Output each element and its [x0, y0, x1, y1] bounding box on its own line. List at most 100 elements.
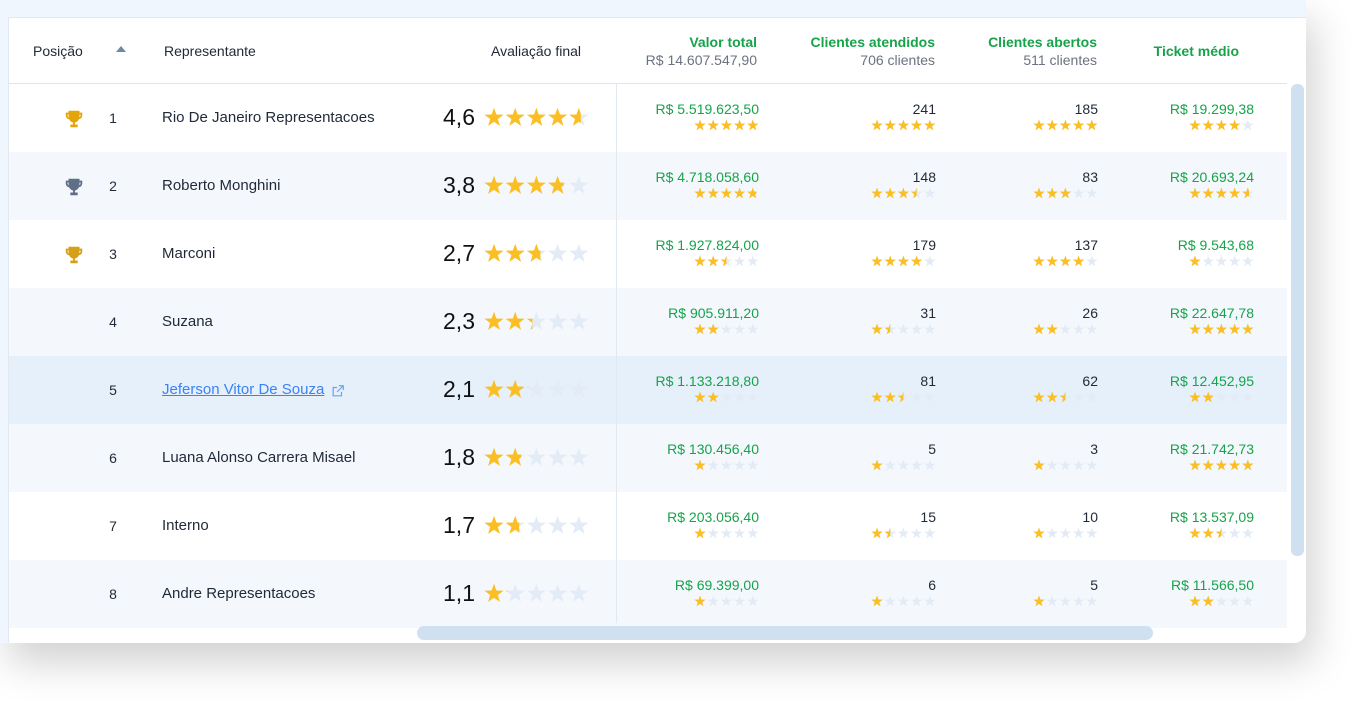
clientes-abertos-cell-stars [1033, 187, 1098, 199]
col-valor-total[interactable]: Valor total R$ 14.607.547,90 [646, 34, 757, 68]
ticket-medio-cell: R$ 19.299,38 [1170, 101, 1254, 131]
star-filled-icon [484, 583, 504, 602]
clientes-abertos-cell-stars [1033, 595, 1098, 607]
table-row[interactable]: 2 Roberto Monghini 3,8 R$ 4.718.058,60 148 83… [9, 152, 1287, 220]
external-link-icon[interactable] [331, 384, 345, 398]
star-rating [871, 391, 936, 403]
star-empty-icon [569, 447, 589, 466]
star-filled-icon [1229, 119, 1241, 131]
ticket-medio-cell: R$ 9.543,68 [1178, 237, 1254, 267]
star-filled-icon [884, 255, 897, 267]
star-filled-icon [1033, 595, 1045, 607]
star-rating [484, 107, 589, 126]
star-rating [1033, 255, 1098, 267]
star-filled-icon [720, 119, 733, 131]
star-empty-icon [747, 527, 759, 539]
clientes-atendidos-cell-stars [871, 459, 936, 471]
star-filled-icon [1242, 459, 1254, 471]
valor-total-cell: R$ 130.456,40 [667, 441, 759, 471]
star-filled-icon [871, 459, 883, 471]
representative-name: Interno [162, 517, 209, 534]
table-row[interactable]: 6 Luana Alonso Carrera Misael 1,8 R$ 130.45… [9, 424, 1287, 492]
valor-total-cell-stars [655, 119, 759, 131]
representative-link[interactable]: Jeferson Vitor De Souza [162, 381, 325, 398]
star-filled-icon [884, 323, 891, 335]
star-empty-icon [924, 595, 936, 607]
table-row[interactable]: 8 Andre Representacoes 1,1 R$ 69.399,00 6 5 R$… [9, 560, 1287, 628]
star-filled-icon [1215, 323, 1228, 335]
clientes-atendidos-cell-value: 148 [912, 169, 936, 185]
clientes-atendidos-cell-value: 15 [920, 509, 936, 525]
star-filled-icon [1059, 119, 1072, 131]
col-posicao[interactable]: Posição [33, 43, 83, 59]
horizontal-scrollbar[interactable] [417, 626, 1153, 640]
valor-total-cell: R$ 5.519.623,50 [655, 101, 759, 131]
star-rating [484, 311, 589, 330]
table-row[interactable]: 1 Rio De Janeiro Representacoes 4,6 R$ 5.51… [9, 84, 1287, 152]
star-filled-icon [526, 318, 533, 330]
star-rating [871, 459, 936, 471]
star-empty-icon [526, 311, 546, 330]
star-rating [1189, 459, 1254, 471]
valor-total-cell-value: R$ 1.927.824,00 [655, 237, 759, 253]
col-avaliacao[interactable]: Avaliação final [491, 43, 582, 59]
star-empty-icon [747, 391, 759, 403]
clientes-atendidos-cell-value: 241 [912, 101, 936, 117]
star-filled-icon [1189, 391, 1201, 403]
star-empty-icon [911, 459, 923, 471]
star-filled-icon [1242, 323, 1254, 335]
ticket-medio-cell-stars [1170, 391, 1254, 403]
star-filled-icon [1033, 255, 1045, 267]
star-empty-icon [707, 595, 720, 607]
star-filled-icon [871, 391, 883, 403]
table-row[interactable]: 5 Jeferson Vitor De Souza 2,1 R$ 1.133.218,… [9, 356, 1287, 424]
table-row[interactable]: 4 Suzana 2,3 R$ 905.911,20 31 26 R$ 22.647,78 [9, 288, 1287, 356]
star-filled-icon [1046, 391, 1059, 403]
star-empty-icon [747, 323, 759, 335]
star-empty-icon [1215, 255, 1228, 267]
clientes-abertos-cell-stars [1033, 323, 1098, 335]
col-representante[interactable]: Representante [164, 43, 256, 59]
star-filled-icon [871, 255, 883, 267]
star-empty-icon [1242, 391, 1254, 403]
star-filled-icon [1033, 527, 1045, 539]
valor-total-cell-value: R$ 130.456,40 [667, 441, 759, 457]
ticket-medio-cell-value: R$ 22.647,78 [1169, 305, 1254, 321]
table-body: 1 Rio De Janeiro Representacoes 4,6 R$ 5.51… [9, 84, 1287, 628]
representative-name: Roberto Monghini [162, 177, 281, 194]
final-score: 1,8 [443, 444, 475, 470]
representative-name: Rio De Janeiro Representacoes [162, 109, 375, 126]
col-clientes-abertos[interactable]: Clientes abertos 511 clientes [988, 34, 1097, 68]
final-rating-stars [484, 243, 589, 268]
ticket-medio-cell-stars [1178, 255, 1254, 267]
star-filled-icon [1059, 255, 1072, 267]
final-score: 2,1 [443, 376, 475, 402]
table-row[interactable]: 7 Interno 1,7 R$ 203.056,40 15 10 R$ 13.537,09 [9, 492, 1287, 560]
star-filled-icon [484, 515, 504, 534]
star-filled-icon [1202, 459, 1215, 471]
col-clientes-atendidos[interactable]: Clientes atendidos 706 clientes [811, 34, 935, 68]
sort-asc-icon[interactable] [116, 46, 126, 52]
star-empty-icon [1086, 391, 1098, 403]
star-empty-icon [1073, 595, 1085, 607]
star-filled-icon [694, 119, 706, 131]
star-filled-icon [897, 187, 910, 199]
valor-total-cell-value: R$ 905.911,20 [668, 305, 759, 321]
col-ticket-medio[interactable]: Ticket médio [1153, 43, 1239, 59]
star-filled-icon [484, 311, 504, 330]
star-filled-icon [694, 595, 706, 607]
ranking-panel: Posição Representante Avaliação final Va… [0, 0, 1306, 643]
clientes-atendidos-cell-stars [871, 527, 936, 539]
valor-total-cell: R$ 69.399,00 [675, 577, 759, 607]
star-filled-icon [1189, 595, 1201, 607]
position-number: 6 [109, 450, 117, 466]
table-header: Posição Representante Avaliação final Va… [9, 18, 1287, 84]
star-filled-icon [911, 255, 923, 267]
star-empty-icon [1242, 119, 1254, 131]
star-empty-icon [569, 175, 589, 194]
vertical-scrollbar[interactable] [1291, 84, 1304, 556]
clientes-atendidos-cell: 148 [871, 169, 936, 199]
table-row[interactable]: 3 Marconi 2,7 R$ 1.927.824,00 179 137 R$ 9.543… [9, 220, 1287, 288]
star-empty-icon [548, 243, 568, 262]
star-filled-icon [1059, 391, 1066, 403]
